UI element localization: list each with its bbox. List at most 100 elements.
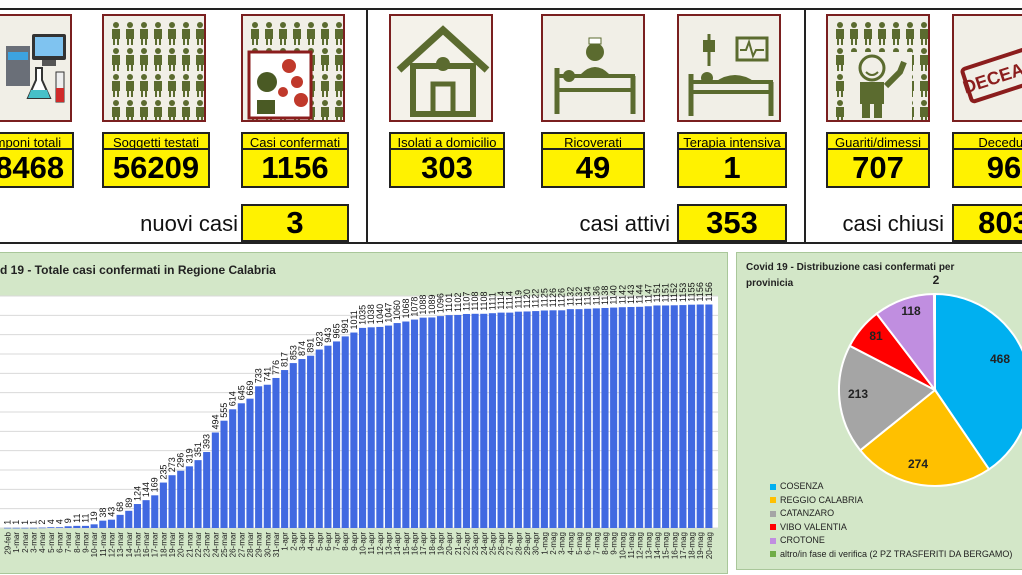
x-tick-label: 11-apr [367,532,376,555]
legend-swatch [770,510,776,517]
bar [211,432,219,528]
x-tick-label: 7-apr [333,532,342,551]
x-tick-label: 29-mar [255,532,264,558]
bar-value-label: 1126 [557,288,567,307]
bar-value-label: 891 [306,338,316,353]
bar-value-label: 923 [314,332,324,347]
bar [497,312,505,528]
guariti-value: 707 [826,148,930,188]
casi-chiusi-label: casi chiusi [842,211,944,236]
x-tick-label: 19-mar [168,532,177,558]
x-tick-label: 6-mag [584,532,593,555]
bar-value-label: 19 [89,511,99,521]
bar [428,317,436,528]
x-tick-label: 24-apr [480,532,489,555]
legend-swatch [770,483,776,490]
bar-value-label: 124 [132,486,142,501]
bar [168,475,176,528]
bar [688,304,696,528]
pie-value-label: 2 [933,273,940,287]
bar [436,316,445,528]
bar-value-label: 68 [115,502,125,512]
legend-item: CROTONE [770,535,825,545]
person-figure [321,100,329,120]
person-figure [836,48,844,71]
deceduti-value: 96 [952,148,1022,188]
bar [367,327,375,528]
bar-value-label: 169 [150,477,160,492]
bar-value-label: 965 [332,323,342,338]
x-tick-label: 19-mag [696,532,705,559]
x-tick-label: 22-mar [194,532,203,558]
bar [653,305,661,528]
bar-value-label: 669 [245,381,255,396]
x-tick-label: 13-apr [385,532,394,555]
bar-value-label: 319 [184,448,194,463]
person-figure [920,100,928,120]
person-figure [182,74,190,97]
legend-swatch [770,551,776,558]
bar-value-label: 351 [193,442,203,457]
x-tick-label: 14-apr [393,532,402,555]
x-tick-label: 5-mar [47,532,56,553]
bar [237,403,245,528]
x-tick-label: 10-mar [90,532,99,558]
bar-value-label: 1 [11,520,21,525]
top-border [0,8,1022,10]
confermati-label: Casi confermati [241,132,349,152]
x-tick-label: 28-mar [246,532,255,558]
bar [12,527,20,529]
bar-value-label: 1132 [565,287,575,306]
bar [575,309,583,528]
bar-value-label: 1101 [444,293,454,312]
bar [359,327,367,528]
person-figure [196,22,204,45]
x-tick-label: 13-mag [644,532,653,559]
pie-value-label: 81 [869,329,883,343]
x-tick-label: 3-mag [558,532,567,555]
person-figure [335,48,343,71]
bar [584,308,592,528]
bar-value-label: 9 [63,518,73,523]
bar-value-label: 1108 [479,291,489,310]
legend-item: REGGIO CALABRIA [770,495,863,505]
bar [99,520,107,528]
bar-value-label: 1111 [487,292,497,310]
recovered-person-icon [826,14,930,122]
terapia-label: Terapia intensiva [677,132,787,152]
x-tick-label: 15-mar [133,532,142,558]
person-figure [112,48,120,71]
bar [125,510,133,528]
virus-infection-icon [241,14,345,122]
x-tick-label: 18-apr [428,532,437,555]
x-tick-label: 19-apr [436,532,445,555]
bar [116,514,124,528]
x-tick-label: 8-mag [601,532,610,555]
person-figure [321,22,329,45]
bar [220,420,228,528]
x-tick-label: 7-mar [64,532,73,553]
x-tick-label: 16-mag [670,532,679,559]
x-tick-label: 29-apr [523,532,532,555]
bar [159,482,167,528]
person-figure [321,74,329,97]
person-figure [154,100,162,120]
x-tick-label: 11-mar [99,532,108,557]
person-figure [140,74,148,97]
x-tick-label: 11-mag [627,532,636,559]
bar-value-label: 1107 [461,292,471,311]
pie-slice [838,344,937,452]
bar [523,311,531,528]
person-figure [265,22,273,45]
bar [151,495,159,528]
bar-value-label: 144 [141,482,151,497]
bar [410,319,419,528]
divider-1 [366,8,368,244]
x-tick-label: 27-apr [506,532,515,555]
bar-value-label: 991 [340,318,350,333]
person-figure [321,48,329,71]
person-figure [182,22,190,45]
x-tick-label: 12-mag [636,532,645,559]
bar [705,304,713,528]
bar [307,355,315,528]
